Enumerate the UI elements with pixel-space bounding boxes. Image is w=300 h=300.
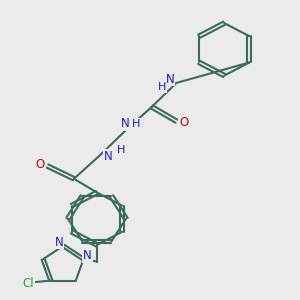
Text: O: O: [179, 116, 188, 129]
Text: N: N: [55, 236, 63, 248]
Text: H: H: [117, 145, 125, 155]
Text: N: N: [104, 150, 112, 163]
Text: Cl: Cl: [22, 277, 34, 290]
Text: N: N: [83, 249, 92, 262]
Text: O: O: [36, 158, 45, 171]
Text: H: H: [158, 82, 166, 92]
Text: H: H: [132, 119, 141, 129]
Text: N: N: [166, 73, 175, 85]
Text: N: N: [121, 117, 130, 130]
